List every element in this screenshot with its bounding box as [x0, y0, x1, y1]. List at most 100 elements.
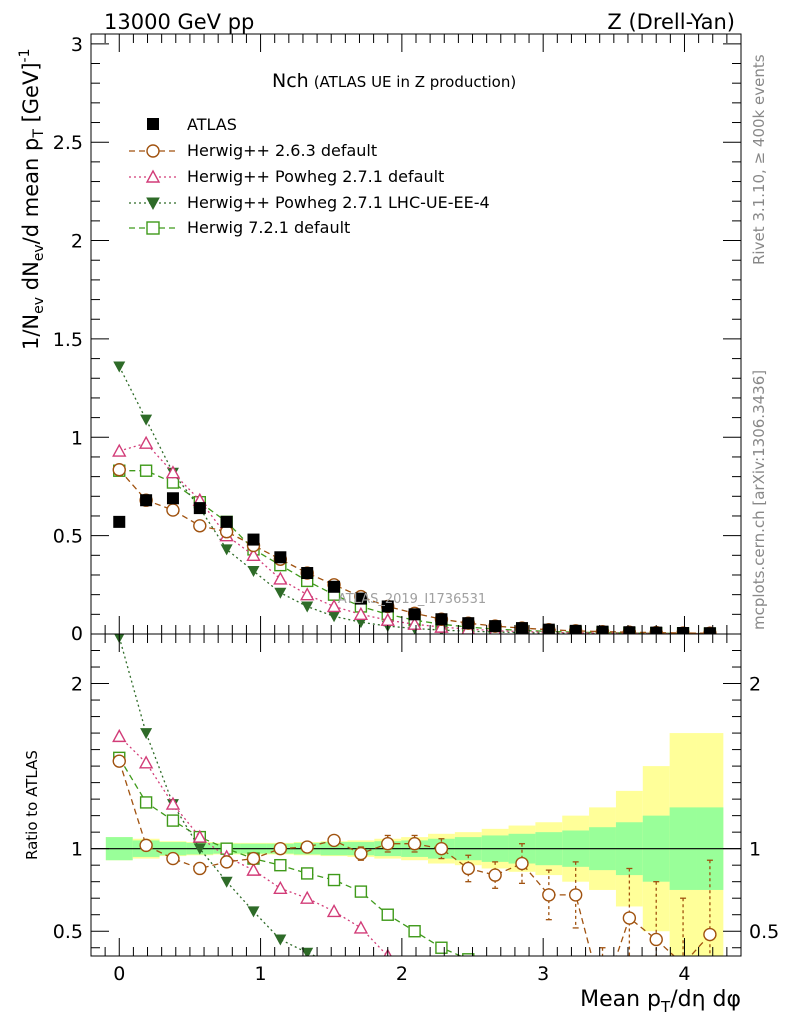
- ratio-point-herwig263-15: [515, 856, 529, 871]
- ratio-xlabel: Mean pT/dη dφ: [580, 987, 741, 1016]
- legend-label-herwig721: Herwig 7.2.1 default: [187, 218, 350, 237]
- plot-title-main: Nch: [272, 70, 309, 92]
- line-powheg_default: [119, 442, 710, 634]
- legend-entry-herwig721: Herwig 7.2.1 default: [129, 218, 350, 237]
- ratio-xtick-label-0: 0: [113, 963, 125, 985]
- ratio-point-herwig263-11: [407, 837, 422, 851]
- point-atlas-0: [113, 515, 126, 528]
- point-powheg_default-8: [326, 598, 342, 613]
- ratio-ytick-label-left-0: 0.5: [53, 921, 83, 943]
- point-powheg_ee4-1: [140, 414, 153, 426]
- point-atlas-19: [623, 626, 636, 634]
- legend-marker-powheg-default: [145, 169, 161, 183]
- point-atlas-14: [489, 620, 502, 633]
- ratio-point-herwig263-7: [300, 840, 314, 854]
- ratio-point-powheg_default-7: [300, 890, 315, 904]
- legend-entry-atlas: ATLAS: [147, 115, 237, 134]
- ratio-point-powheg_default-1: [138, 755, 154, 769]
- main-panel: ATLAS_2019_I1736531 0.5 1 1.5 2 2.5 3 0 Nch (AT…: [17, 33, 742, 645]
- ratio-point-powheg_default-2: [165, 796, 181, 810]
- ratio-point-herwig263-19: [622, 911, 637, 925]
- ratio-xtick-label-2: 2: [396, 963, 408, 985]
- point-powheg_ee4-7: [301, 601, 314, 613]
- main-ytick-label-3: 2: [71, 231, 83, 253]
- ratio-ytick-label-right-0: 0.5: [749, 921, 779, 943]
- point-powheg_default-2: [165, 465, 181, 479]
- point-atlas-5: [247, 533, 260, 546]
- ratio-point-herwig263-10: [381, 837, 395, 851]
- main-plot-layer: [112, 361, 717, 634]
- ratio-point-herwig263-8: [327, 833, 341, 848]
- point-atlas-8: [328, 580, 341, 593]
- legend-marker-herwig721: [146, 221, 160, 235]
- point-herwig263-0: [112, 463, 126, 477]
- point-powheg_default-0: [112, 443, 127, 457]
- main-ytick-label-1: 1: [71, 427, 83, 449]
- ratio-point-powheg_default-3: [192, 829, 207, 843]
- ratio-point-herwig263-9: [354, 846, 368, 861]
- ratio-xtick-label-1: 1: [255, 963, 267, 985]
- ratio-point-powheg_default-6: [273, 880, 288, 894]
- ratio-ytick-label-right-1: 1: [749, 839, 761, 861]
- ratio-point-powheg_ee4-4: [220, 876, 233, 888]
- ratio-xtick-label-3: 3: [537, 963, 549, 985]
- ratio-panel: 0.5 0.5 1 1 2 2 0 1 2 3 4 Ratio to ATLAS Mean pT/d…: [23, 633, 779, 1016]
- ratio-point-herwig721-1: [139, 796, 153, 809]
- main-ylabel: 1/Nev dNev/d mean pT [GeV]-1: [17, 49, 47, 350]
- ratio-point-herwig721-2: [166, 814, 180, 827]
- ratio-point-herwig721-9: [354, 885, 368, 898]
- watermark-text: ATLAS_2019_I1736531: [338, 592, 486, 607]
- ratio-point-powheg_ee4-3: [193, 843, 206, 855]
- legend-entry-powheg-default: Herwig++ Powheg 2.7.1 default: [129, 167, 444, 186]
- ratio-point-herwig263-3: [193, 861, 207, 876]
- point-powheg_ee4-8: [328, 611, 341, 623]
- ratio-ytick-label-right-2: 2: [749, 674, 761, 696]
- point-powheg_ee4-5: [247, 566, 260, 578]
- ratio-ylabel: Ratio to ATLAS: [23, 750, 41, 860]
- point-atlas-6: [274, 551, 287, 564]
- ratio-point-powheg_ee4-6: [274, 934, 287, 946]
- legend-label-herwig263: Herwig++ 2.6.3 default: [187, 141, 377, 160]
- point-atlas-1: [140, 494, 153, 507]
- legend-label-powheg-default: Herwig++ Powheg 2.7.1 default: [187, 167, 444, 186]
- point-atlas-12: [435, 613, 448, 626]
- header-left: 13000 GeV pp: [104, 10, 254, 34]
- main-axes: 0.5 1 1.5 2 2.5 3 0: [53, 34, 742, 645]
- ratio-point-powheg_default-0: [112, 728, 127, 743]
- main-ytick-label-0: 0.5: [53, 526, 83, 548]
- point-atlas-9: [354, 592, 367, 605]
- point-atlas-15: [515, 622, 528, 634]
- ratio-point-herwig721-8: [327, 873, 341, 887]
- point-powheg_default-7: [300, 587, 315, 601]
- ratio-point-herwig721-13: [462, 953, 475, 956]
- main-ytick-label-zero: 0: [71, 623, 83, 645]
- ratio-xtick-label-4: 4: [678, 963, 690, 985]
- legend-marker-atlas: [147, 118, 159, 130]
- ratio-point-herwig263-2: [166, 851, 180, 866]
- legend-marker-herwig263: [146, 144, 160, 158]
- ratio-point-herwig721-6: [274, 858, 287, 872]
- point-powheg_default-6: [273, 571, 288, 585]
- ratio-point-herwig263-20: [649, 932, 663, 947]
- point-atlas-13: [462, 617, 475, 630]
- rivet-version-text: Rivet 3.1.10, ≥ 400k events: [750, 54, 768, 265]
- point-atlas-10: [381, 600, 394, 613]
- legend-label-atlas: ATLAS: [187, 115, 237, 134]
- plot-title: Nch (ATLAS UE in Z production): [272, 70, 516, 92]
- point-atlas-18: [596, 625, 609, 634]
- point-herwig721-1: [139, 464, 153, 477]
- ratio-point-herwig263-6: [273, 841, 288, 856]
- main-ytick-label-5: 3: [71, 34, 83, 56]
- point-atlas-7: [301, 567, 314, 580]
- point-atlas-2: [166, 492, 179, 505]
- ratio-point-powheg_ee4-5: [247, 906, 260, 918]
- ratio-axes: 0.5 0.5 1 1 2 2 0 1 2 3 4: [53, 633, 779, 985]
- ratio-point-herwig263-14: [488, 868, 502, 882]
- ratio-series-herwig263: [112, 754, 717, 956]
- header-right: Z (Drell-Yan): [607, 10, 735, 34]
- ratio-point-herwig721-12: [435, 941, 448, 954]
- ratio-line-herwig721: [118, 757, 463, 956]
- point-powheg_ee4-6: [274, 587, 287, 599]
- ratio-point-powheg_default-9: [353, 920, 369, 934]
